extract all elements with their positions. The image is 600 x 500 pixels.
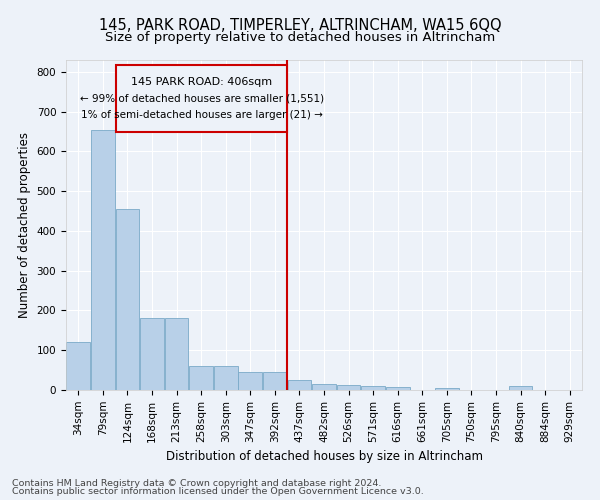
Bar	[435, 388, 459, 390]
Bar	[116, 209, 139, 390]
Bar	[67, 342, 90, 390]
Text: Contains HM Land Registry data © Crown copyright and database right 2024.: Contains HM Land Registry data © Crown c…	[12, 478, 382, 488]
Bar	[509, 386, 532, 390]
Bar	[238, 372, 262, 390]
Bar	[361, 386, 385, 390]
Text: ← 99% of detached houses are smaller (1,551): ← 99% of detached houses are smaller (1,…	[80, 94, 324, 104]
Text: Contains public sector information licensed under the Open Government Licence v3: Contains public sector information licen…	[12, 487, 424, 496]
FancyBboxPatch shape	[116, 65, 287, 132]
Bar	[164, 318, 188, 390]
Text: Size of property relative to detached houses in Altrincham: Size of property relative to detached ho…	[105, 32, 495, 44]
Bar	[140, 318, 164, 390]
Bar	[337, 385, 361, 390]
Text: 145 PARK ROAD: 406sqm: 145 PARK ROAD: 406sqm	[131, 76, 272, 86]
Text: 1% of semi-detached houses are larger (21) →: 1% of semi-detached houses are larger (2…	[81, 110, 323, 120]
Bar	[91, 130, 115, 390]
Bar	[386, 387, 410, 390]
X-axis label: Distribution of detached houses by size in Altrincham: Distribution of detached houses by size …	[166, 450, 482, 463]
Bar	[312, 384, 336, 390]
Bar	[263, 372, 287, 390]
Text: 145, PARK ROAD, TIMPERLEY, ALTRINCHAM, WA15 6QQ: 145, PARK ROAD, TIMPERLEY, ALTRINCHAM, W…	[98, 18, 502, 32]
Bar	[287, 380, 311, 390]
Bar	[189, 366, 213, 390]
Bar	[214, 366, 238, 390]
Y-axis label: Number of detached properties: Number of detached properties	[18, 132, 31, 318]
